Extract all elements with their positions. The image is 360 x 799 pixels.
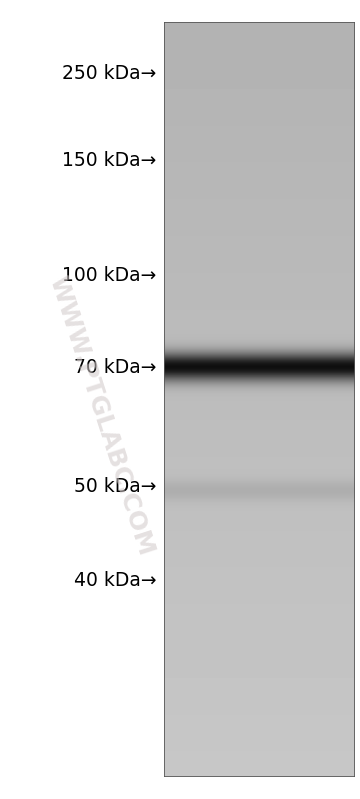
Text: 100 kDa→: 100 kDa→ (62, 266, 157, 285)
Text: 250 kDa→: 250 kDa→ (62, 64, 157, 83)
Text: 50 kDa→: 50 kDa→ (74, 477, 157, 495)
Text: WWW.PTGLABC.COM: WWW.PTGLABC.COM (44, 272, 157, 559)
Text: 40 kDa→: 40 kDa→ (74, 571, 157, 590)
Text: 150 kDa→: 150 kDa→ (62, 151, 157, 170)
Text: 70 kDa→: 70 kDa→ (74, 358, 157, 377)
